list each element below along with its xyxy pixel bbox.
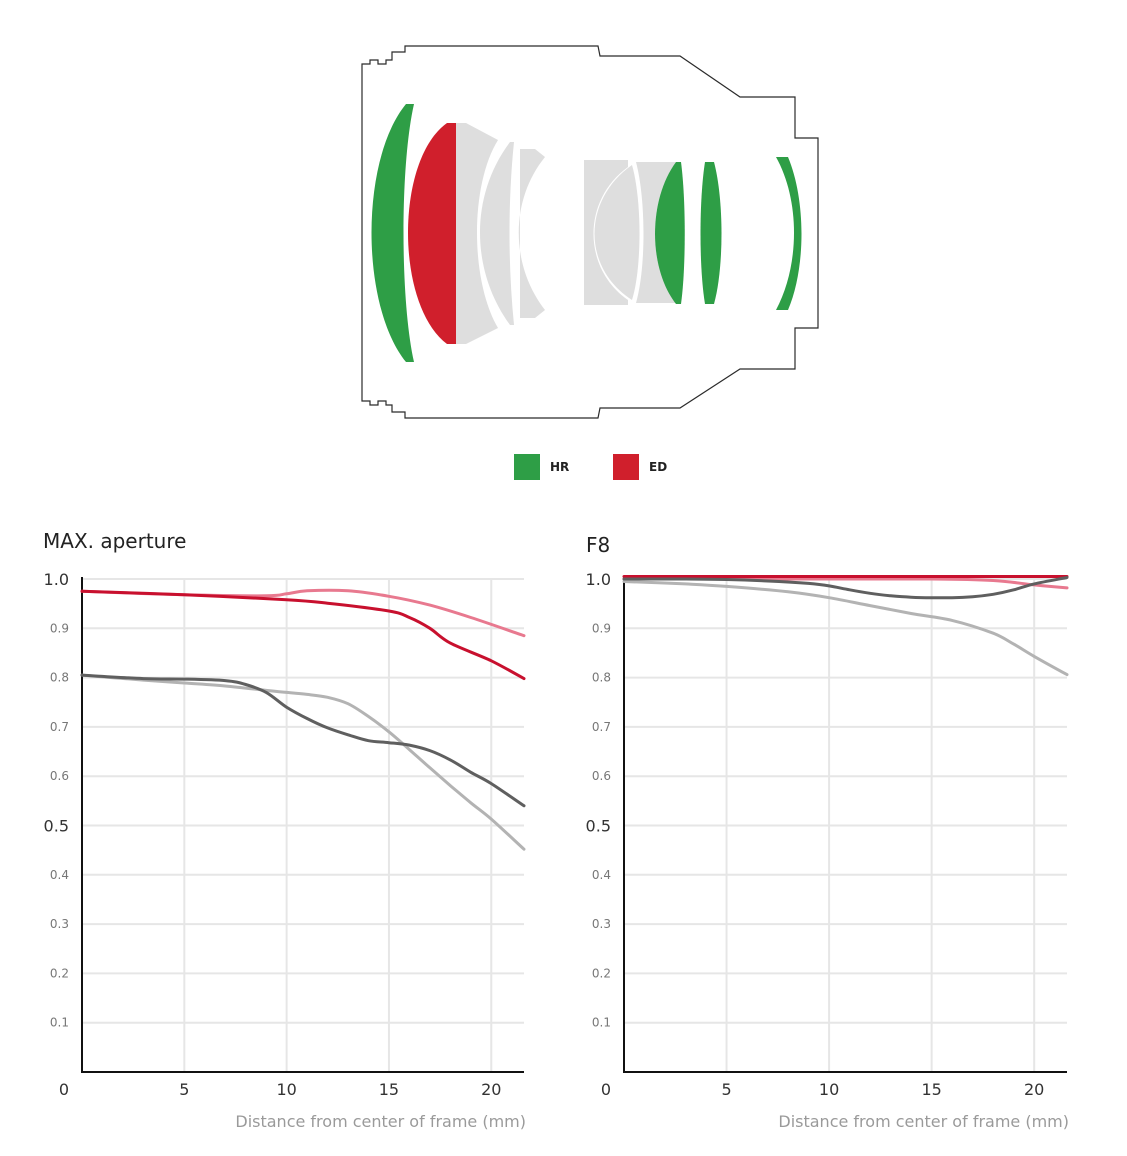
- lens-element-hr-3: [700, 162, 722, 304]
- lens-element-4: [518, 149, 545, 318]
- legend-item-hr: HR: [514, 454, 569, 480]
- lens-element-3: [480, 142, 514, 325]
- y-tick-label: 0.8: [592, 671, 611, 685]
- legend-label-ed: ED: [649, 460, 668, 474]
- y-tick-label: 1.0: [44, 570, 69, 589]
- x-axis-label: Distance from center of frame (mm): [778, 1112, 1069, 1131]
- lens-element-6: [594, 165, 640, 300]
- lens-construction-diagram: [361, 45, 819, 419]
- y-tick-label: 0.5: [586, 817, 611, 836]
- y-tick-label: 0.5: [44, 817, 69, 836]
- y-tick-label: 0.7: [592, 720, 611, 734]
- mtf-light-grey-line: [80, 673, 526, 851]
- mtf-light-grey-line: [622, 580, 1069, 677]
- x-tick-label: 10: [276, 1080, 296, 1099]
- y-tick-label: 0.3: [592, 917, 611, 931]
- lens-element-hr-4: [776, 157, 802, 310]
- x-tick-label: 0: [601, 1080, 611, 1099]
- y-tick-label: 0.9: [50, 621, 69, 635]
- x-tick-label: 10: [819, 1080, 839, 1099]
- y-tick-label: 0.4: [592, 868, 611, 882]
- y-tick-label: 0.3: [50, 917, 69, 931]
- y-tick-label: 0.6: [50, 769, 69, 783]
- mtf-red-line: [80, 589, 526, 681]
- legend-item-ed: ED: [613, 454, 667, 480]
- lens-element-5: [584, 160, 628, 305]
- lens-element-ed-1: [408, 123, 456, 344]
- mtf-chart-f8: 0.1 0.2 0.3 0.4 0.5 0.6 0.7 0.8 0.9 1.0 0 5 10 15 20 Di…: [586, 570, 1069, 1131]
- legend-label-hr: HR: [550, 460, 570, 474]
- y-tick-label: 0.2: [592, 966, 611, 980]
- legend-swatch-ed: [613, 454, 639, 480]
- lens-element-2: [456, 123, 498, 344]
- lens-element-7: [636, 162, 676, 303]
- x-tick-label: 0: [59, 1080, 69, 1099]
- y-tick-label: 0.1: [592, 1016, 611, 1030]
- x-tick-label: 15: [921, 1080, 941, 1099]
- mtf-dark-grey-line: [80, 673, 526, 808]
- x-tick-label: 5: [179, 1080, 189, 1099]
- chart-title-f8: F8: [586, 533, 611, 557]
- chart-title-max-aperture: MAX. aperture: [43, 529, 187, 553]
- x-tick-label: 20: [1024, 1080, 1044, 1099]
- y-tick-label: 0.4: [50, 868, 69, 882]
- y-tick-label: 0.6: [592, 769, 611, 783]
- lens-element-hr-2: [655, 162, 685, 304]
- y-tick-label: 0.1: [50, 1016, 69, 1030]
- y-tick-label: 0.7: [50, 720, 69, 734]
- y-tick-label: 0.9: [592, 621, 611, 635]
- x-axis-label: Distance from center of frame (mm): [235, 1112, 526, 1131]
- mtf-dark-grey-line: [622, 576, 1069, 600]
- mtf-chart-max-aperture: 0.1 0.2 0.3 0.4 0.5 0.6 0.7 0.8 0.9 1.0 0 5 10 15 20 Di…: [44, 570, 526, 1131]
- y-tick-label: 1.0: [586, 570, 611, 589]
- legend-swatch-hr: [514, 454, 540, 480]
- y-tick-label: 0.2: [50, 966, 69, 980]
- lens-element-hr-1: [371, 104, 414, 362]
- x-tick-label: 15: [379, 1080, 399, 1099]
- x-tick-label: 5: [721, 1080, 731, 1099]
- y-tick-label: 0.8: [50, 671, 69, 685]
- x-tick-label: 20: [481, 1080, 501, 1099]
